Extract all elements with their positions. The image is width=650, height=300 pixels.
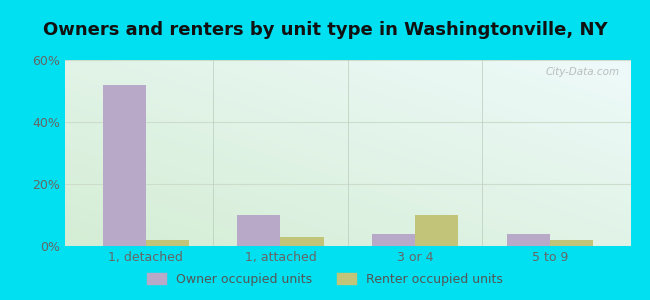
Bar — [506, 234, 550, 246]
Legend: Owner occupied units, Renter occupied units: Owner occupied units, Renter occupied un… — [142, 268, 508, 291]
Bar — [280, 237, 324, 246]
Text: Owners and renters by unit type in Washingtonville, NY: Owners and renters by unit type in Washi… — [43, 21, 607, 39]
Bar — [237, 215, 280, 246]
Text: City-Data.com: City-Data.com — [545, 68, 619, 77]
Bar — [372, 234, 415, 246]
Bar — [415, 215, 458, 246]
Bar — [550, 240, 593, 246]
Bar — [103, 85, 146, 246]
Bar — [146, 240, 189, 246]
